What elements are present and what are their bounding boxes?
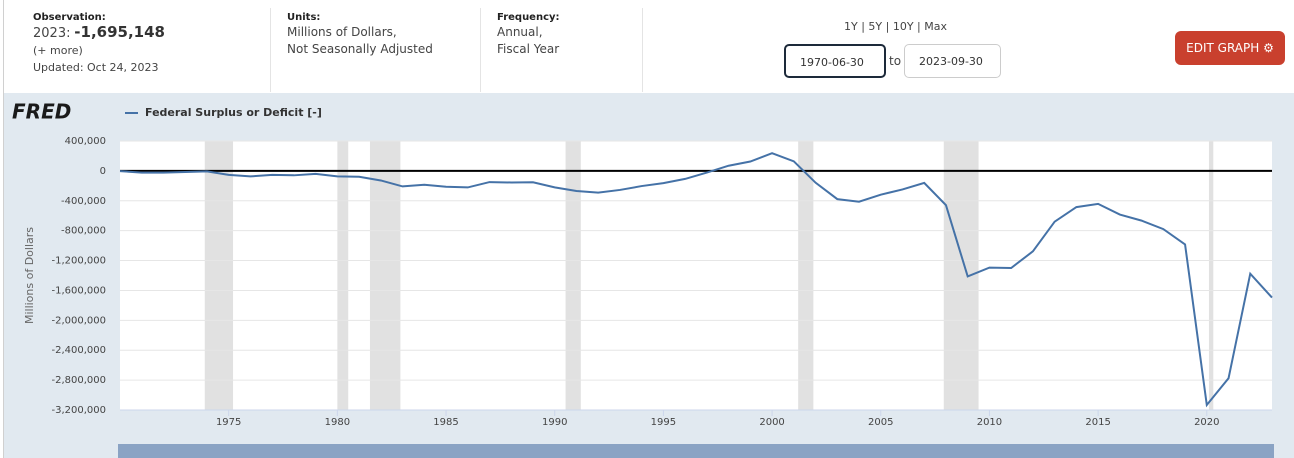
x-tick-label: 1980 <box>325 417 350 428</box>
start-date-input[interactable]: 1970-06-30 <box>784 44 886 78</box>
legend-label: Federal Surplus or Deficit [-] <box>145 106 322 119</box>
y-tick-label: 400,000 <box>65 136 106 147</box>
range-links: 1Y | 5Y | 10Y | Max <box>844 20 948 33</box>
x-tick-label: 2020 <box>1194 417 1219 428</box>
recession-band <box>1208 141 1214 410</box>
label: EDIT GRAPH <box>1186 41 1260 55</box>
line: Fiscal Year <box>497 42 560 56</box>
recession-band <box>204 141 234 410</box>
y-tick-label: -2,800,000 <box>51 375 106 386</box>
edit-graph-button[interactable]: EDIT GRAPH ⚙ <box>1175 31 1285 65</box>
recession-band <box>565 141 581 410</box>
range-link[interactable]: 1Y <box>844 20 858 33</box>
x-tick-label: 1985 <box>433 417 458 428</box>
divider <box>480 8 481 92</box>
to-label: to <box>889 54 902 68</box>
divider <box>270 8 271 92</box>
updated: Updated: Oct 24, 2023 <box>33 61 159 74</box>
label: Units: <box>287 12 321 23</box>
range-link[interactable]: 10Y <box>892 20 914 33</box>
navigator[interactable] <box>118 444 1274 458</box>
more-link[interactable]: (+ more) <box>33 44 83 57</box>
line: Millions of Dollars, <box>287 25 397 39</box>
units: Units: Millions of Dollars, Not Seasonal… <box>287 12 433 58</box>
label: Frequency: <box>497 12 560 23</box>
range-link[interactable]: Max <box>924 20 948 33</box>
series-line <box>119 152 1273 408</box>
frequency: Frequency: Annual, Fiscal Year <box>497 12 560 58</box>
y-axis-label: Millions of Dollars <box>23 227 36 324</box>
y-tick-label: 0 <box>100 166 106 177</box>
divider <box>642 8 643 92</box>
y-tick-label: -1,200,000 <box>51 256 106 267</box>
x-tick-label: 2010 <box>977 417 1002 428</box>
y-tick-label: -1,600,000 <box>51 285 106 296</box>
y-tick-label: -3,200,000 <box>51 405 106 416</box>
x-tick-label: 2000 <box>759 417 784 428</box>
left-border <box>3 0 4 458</box>
line: Not Seasonally Adjusted <box>287 42 433 56</box>
plot-area <box>120 141 1272 410</box>
x-tick-label: 1990 <box>542 417 567 428</box>
fred-logo: FRED <box>12 100 71 124</box>
recession-band <box>337 141 349 410</box>
value: -1,695,148 <box>74 23 165 41</box>
y-tick-label: -800,000 <box>61 226 106 237</box>
y-tick-label: -2,400,000 <box>51 345 106 356</box>
label: Observation: <box>33 12 106 23</box>
x-tick-label: 1995 <box>651 417 676 428</box>
recession-band <box>943 141 979 410</box>
recession-band <box>798 141 814 410</box>
x-tick-label: 1975 <box>216 417 241 428</box>
y-tick-label: -400,000 <box>61 196 106 207</box>
recession-band <box>369 141 401 410</box>
line: Annual, <box>497 25 543 39</box>
year: 2023: <box>33 26 71 41</box>
end-date-input[interactable]: 2023-09-30 <box>904 44 1001 78</box>
observation: Observation: 2023: -1,695,148 (+ more) U… <box>33 12 165 76</box>
x-tick-label: 2015 <box>1085 417 1110 428</box>
y-tick-label: -2,000,000 <box>51 315 106 326</box>
range-link[interactable]: 5Y <box>868 20 883 33</box>
x-tick-label: 2005 <box>868 417 893 428</box>
